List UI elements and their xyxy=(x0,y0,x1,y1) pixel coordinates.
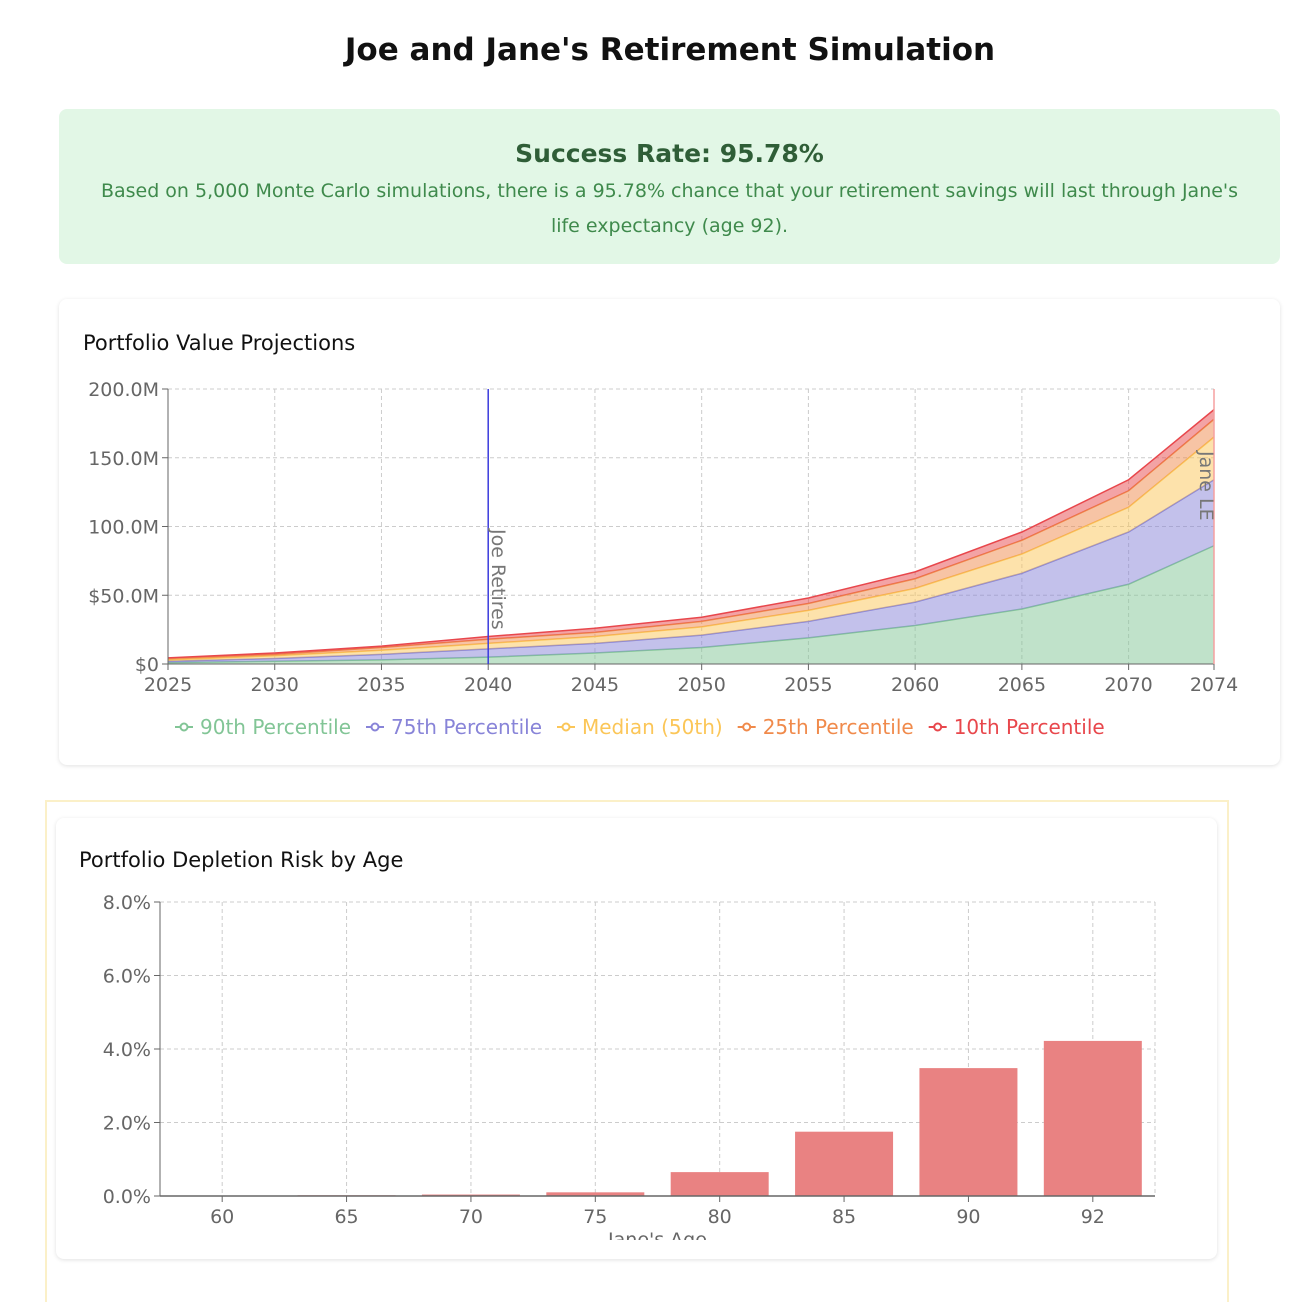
y-tick-label: 150.0M xyxy=(88,448,159,470)
x-tick-label: 2070 xyxy=(1104,674,1152,696)
legend-item: 90th Percentile xyxy=(175,715,351,739)
x-tick-label: 65 xyxy=(334,1206,358,1228)
x-tick-label: 85 xyxy=(832,1206,856,1228)
legend-item: 25th Percentile xyxy=(737,715,914,739)
x-tick-label: 70 xyxy=(459,1206,483,1228)
x-tick-label: 75 xyxy=(583,1206,607,1228)
x-tick-label: 2065 xyxy=(998,674,1046,696)
page-title: Joe and Jane's Retirement Simulation xyxy=(344,32,996,68)
bar-age-85 xyxy=(795,1131,894,1196)
area-90th-percentile xyxy=(168,545,1214,664)
legend-dot-icon xyxy=(370,722,380,732)
y-tick-label: 4.0% xyxy=(103,1039,151,1061)
portfolio-area-chart: $0 $50.0M 100.0M 150.0M 200.0M 2025 2030 2035 20… xyxy=(88,379,1238,739)
x-tick-label: 2030 xyxy=(251,674,299,696)
legend-dot-icon xyxy=(561,722,571,732)
success-rate-heading: Success Rate: 95.78% xyxy=(515,139,824,168)
y-tick-label: $0 xyxy=(135,654,159,676)
x-tick-label: 80 xyxy=(708,1206,732,1228)
legend-label: 25th Percentile xyxy=(763,715,914,739)
legend-label: 75th Percentile xyxy=(391,715,542,739)
x-tick-label: 2050 xyxy=(677,674,725,696)
chart-title: Portfolio Value Projections xyxy=(83,331,356,355)
bar-age-92 xyxy=(1043,1040,1142,1196)
y-tick-label: 200.0M xyxy=(88,379,159,401)
x-tick-label: 2025 xyxy=(144,674,192,696)
x-tick-label: 2035 xyxy=(357,674,405,696)
bar-age-75 xyxy=(546,1192,645,1196)
legend-dot-icon xyxy=(742,722,752,732)
x-tick-label: 2074 xyxy=(1190,674,1238,696)
reference-label: Joe Retires xyxy=(487,528,509,630)
success-rate-description: Based on 5,000 Monte Carlo simulations, … xyxy=(100,180,1239,237)
x-tick-label: 2040 xyxy=(464,674,512,696)
y-tick-label: $50.0M xyxy=(88,585,159,607)
legend-dot-icon xyxy=(179,722,189,732)
depletion-bar-chart: 0.0% 2.0% 4.0% 6.0% 8.0% 60 65 70 75 80 85 90 92 Jane… xyxy=(103,892,1156,1240)
legend-label: Median (50th) xyxy=(582,715,723,739)
x-tick-label: 90 xyxy=(956,1206,980,1228)
y-tick-label: 2.0% xyxy=(103,1113,151,1135)
x-tick-label: 2055 xyxy=(784,674,832,696)
area-75th-percentile xyxy=(168,479,1214,663)
chart-title: Portfolio Depletion Risk by Age xyxy=(79,848,404,872)
y-tick-label: 6.0% xyxy=(103,966,151,988)
reference-label: Jane LE xyxy=(1195,450,1217,521)
depletion-section xyxy=(45,800,1229,1302)
x-axis-label: Jane's Age xyxy=(607,1229,707,1240)
bar-age-80 xyxy=(670,1172,769,1196)
legend-item: Median (50th) xyxy=(557,715,723,739)
x-tick-label: 2045 xyxy=(571,674,619,696)
depletion-risk-card: Portfolio Depletion Risk by Age xyxy=(56,818,1217,1259)
legend-label: 90th Percentile xyxy=(200,715,351,739)
success-banner: Success Rate: 95.78% Based on 5,000 Mont… xyxy=(59,109,1280,264)
line-10th-percentile xyxy=(167,409,1215,659)
y-tick-label: 0.0% xyxy=(103,1186,151,1208)
y-tick-label: 100.0M xyxy=(88,517,159,539)
legend-item: 10th Percentile xyxy=(928,715,1105,739)
x-tick-label: 2060 xyxy=(891,674,939,696)
legend-dot-icon xyxy=(933,722,943,732)
y-tick-label: 8.0% xyxy=(103,892,151,914)
x-tick-label: 60 xyxy=(210,1206,234,1228)
legend-label: 10th Percentile xyxy=(954,715,1105,739)
legend-item: 75th Percentile xyxy=(366,715,542,739)
bar-age-90 xyxy=(919,1068,1018,1196)
x-tick-label: 92 xyxy=(1081,1206,1105,1228)
